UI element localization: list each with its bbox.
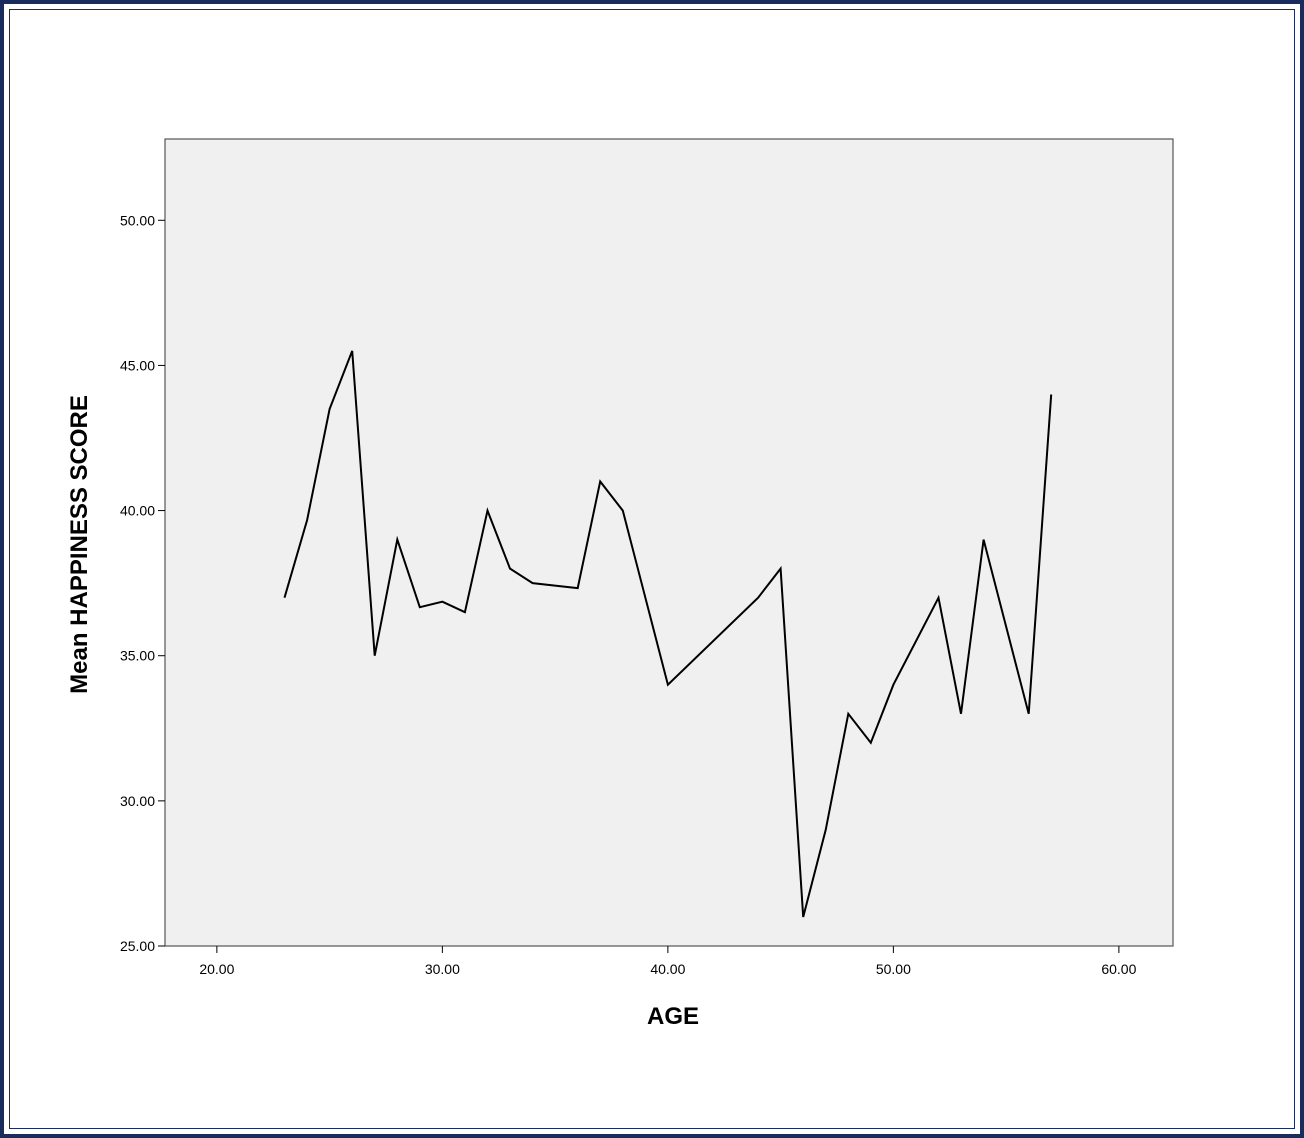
y-tick-label: 45.00 (120, 357, 155, 373)
plot-area (164, 138, 1174, 947)
series-layer (283, 350, 1053, 918)
y-tick-label: 35.00 (120, 648, 155, 664)
y-axis: 25.00 30.00 35.00 40.00 45.00 50.00 (120, 212, 165, 954)
x-tick-label: 20.00 (199, 961, 234, 977)
y-tick-label: 25.00 (120, 938, 155, 954)
x-tick-label: 60.00 (1101, 961, 1136, 977)
x-axis: 20.00 30.00 40.00 50.00 60.00 (199, 946, 1137, 977)
chart-frame-inner-border (9, 9, 1295, 1129)
x-tick-label: 50.00 (876, 961, 911, 977)
x-axis-title: AGE (647, 1003, 699, 1030)
y-tick-label: 40.00 (120, 503, 155, 519)
y-tick-label: 50.00 (120, 212, 155, 228)
y-tick-label: 30.00 (120, 793, 155, 809)
x-tick-label: 30.00 (425, 961, 460, 977)
y-axis-title: Mean HAPPINESS SCORE (66, 395, 93, 694)
series-line (283, 350, 1053, 918)
x-tick-label: 40.00 (650, 961, 685, 977)
